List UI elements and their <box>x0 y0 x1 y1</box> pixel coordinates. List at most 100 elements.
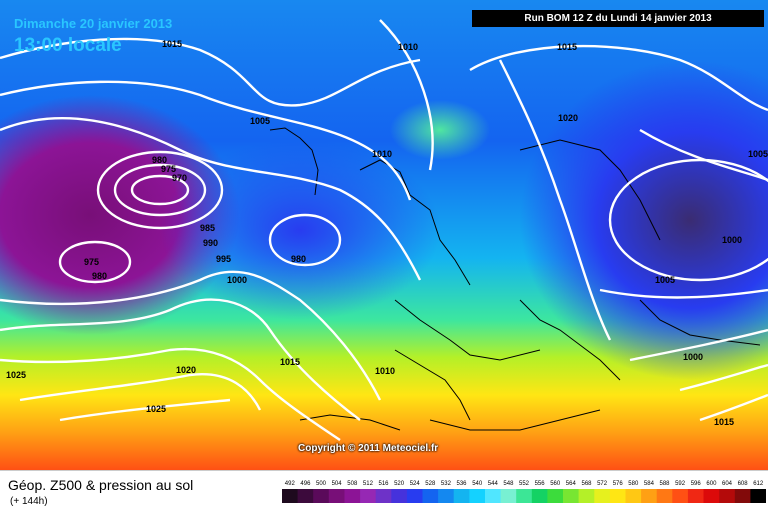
coastlines <box>269 127 761 431</box>
map-variable-title: Géop. Z500 & pression au sol <box>8 477 194 493</box>
svg-text:1005: 1005 <box>250 116 270 126</box>
forecast-time: 13:00 locale <box>14 35 122 56</box>
scale-swatch <box>469 489 486 503</box>
svg-text:1005: 1005 <box>655 275 675 285</box>
scale-swatch <box>531 489 548 503</box>
scale-swatch <box>594 489 611 503</box>
svg-text:1000: 1000 <box>722 235 742 245</box>
svg-text:980: 980 <box>92 271 107 281</box>
scale-swatch <box>547 489 564 503</box>
scale-swatch <box>391 489 408 503</box>
east-trough-area <box>520 60 768 380</box>
scale-label: 564 <box>566 481 577 487</box>
scale-label: 560 <box>550 481 561 487</box>
scale-label: 516 <box>378 481 389 487</box>
scale-swatch <box>485 489 502 503</box>
scale-label: 508 <box>347 481 358 487</box>
scale-label: 528 <box>425 481 436 487</box>
forecast-lead-time: (+ 144h) <box>10 496 48 507</box>
svg-text:995: 995 <box>216 254 231 264</box>
scale-label: 604 <box>722 481 733 487</box>
scale-swatch <box>516 489 533 503</box>
svg-text:975: 975 <box>161 164 176 174</box>
scale-label: 524 <box>410 481 421 487</box>
scale-swatch <box>641 489 658 503</box>
scale-label: 520 <box>394 481 405 487</box>
scale-label: 612 <box>753 481 764 487</box>
svg-text:1010: 1010 <box>372 149 392 159</box>
scale-swatch <box>328 489 345 503</box>
svg-text:990: 990 <box>203 238 218 248</box>
scale-label: 600 <box>706 481 717 487</box>
scale-label: 552 <box>519 481 530 487</box>
scale-label: 492 <box>285 481 296 487</box>
color-scale: 492 496 500 504 508 512 516 520 524 528 532 536 540 5… <box>282 481 766 503</box>
scale-label: 540 <box>472 481 483 487</box>
svg-text:985: 985 <box>200 223 215 233</box>
scale-label: 592 <box>675 481 686 487</box>
scale-label: 544 <box>488 481 499 487</box>
scale-swatch <box>578 489 595 503</box>
svg-text:1010: 1010 <box>375 366 395 376</box>
scale-label: 548 <box>503 481 514 487</box>
scale-label: 504 <box>332 481 343 487</box>
svg-text:1005: 1005 <box>748 149 768 159</box>
forecast-date: Dimanche 20 janvier 2013 <box>14 16 173 31</box>
scale-label: 608 <box>738 481 749 487</box>
svg-text:980: 980 <box>291 254 306 264</box>
svg-text:1020: 1020 <box>176 365 196 375</box>
scale-swatch <box>375 489 392 503</box>
scale-label: 556 <box>535 481 546 487</box>
scale-swatch <box>500 489 517 503</box>
copyright-notice: Copyright © 2011 Meteociel.fr <box>298 443 439 454</box>
svg-text:1015: 1015 <box>280 357 300 367</box>
scale-label: 500 <box>316 481 327 487</box>
scale-label: 596 <box>691 481 702 487</box>
scale-swatch <box>750 489 766 503</box>
scale-swatch <box>672 489 689 503</box>
svg-text:970: 970 <box>172 173 187 183</box>
isobar-labels: 1015 1010 1015 1005 1020 1010 980 975 97… <box>6 39 768 427</box>
scale-label: 568 <box>581 481 592 487</box>
scale-swatch <box>609 489 626 503</box>
svg-text:1020: 1020 <box>558 113 578 123</box>
svg-text:980: 980 <box>152 155 167 165</box>
isobars <box>0 19 768 441</box>
svg-text:1015: 1015 <box>557 42 577 52</box>
scale-swatch <box>453 489 470 503</box>
svg-text:1000: 1000 <box>683 352 703 362</box>
scale-swatch <box>313 489 330 503</box>
scale-label: 580 <box>628 481 639 487</box>
svg-text:1015: 1015 <box>162 39 182 49</box>
trough-area <box>160 140 440 320</box>
svg-text:1010: 1010 <box>398 42 418 52</box>
scale-swatch <box>719 489 736 503</box>
ridge-spot <box>390 100 490 160</box>
scale-swatch <box>406 489 423 503</box>
geopotential-map: 1015 1010 1015 1005 1020 1010 980 975 97… <box>0 0 768 470</box>
scale-swatch <box>422 489 439 503</box>
scale-swatch <box>297 489 314 503</box>
svg-text:1025: 1025 <box>146 404 166 414</box>
svg-text:1000: 1000 <box>227 275 247 285</box>
scale-label: 536 <box>456 481 467 487</box>
scale-swatch <box>734 489 751 503</box>
scale-label: 512 <box>363 481 374 487</box>
svg-text:1015: 1015 <box>714 417 734 427</box>
scale-label: 576 <box>613 481 624 487</box>
scale-swatch <box>438 489 455 503</box>
scale-swatch <box>282 489 299 503</box>
scale-swatch <box>344 489 361 503</box>
scale-swatch <box>625 489 642 503</box>
scale-label: 532 <box>441 481 452 487</box>
scale-label: 588 <box>659 481 670 487</box>
scale-label: 584 <box>644 481 655 487</box>
scale-swatch <box>703 489 720 503</box>
scale-label: 496 <box>300 481 311 487</box>
scale-label: 572 <box>597 481 608 487</box>
scale-swatch <box>563 489 580 503</box>
scale-swatch <box>656 489 673 503</box>
model-run-label: Run BOM 12 Z du Lundi 14 janvier 2013 <box>472 10 764 27</box>
scale-swatch <box>687 489 704 503</box>
